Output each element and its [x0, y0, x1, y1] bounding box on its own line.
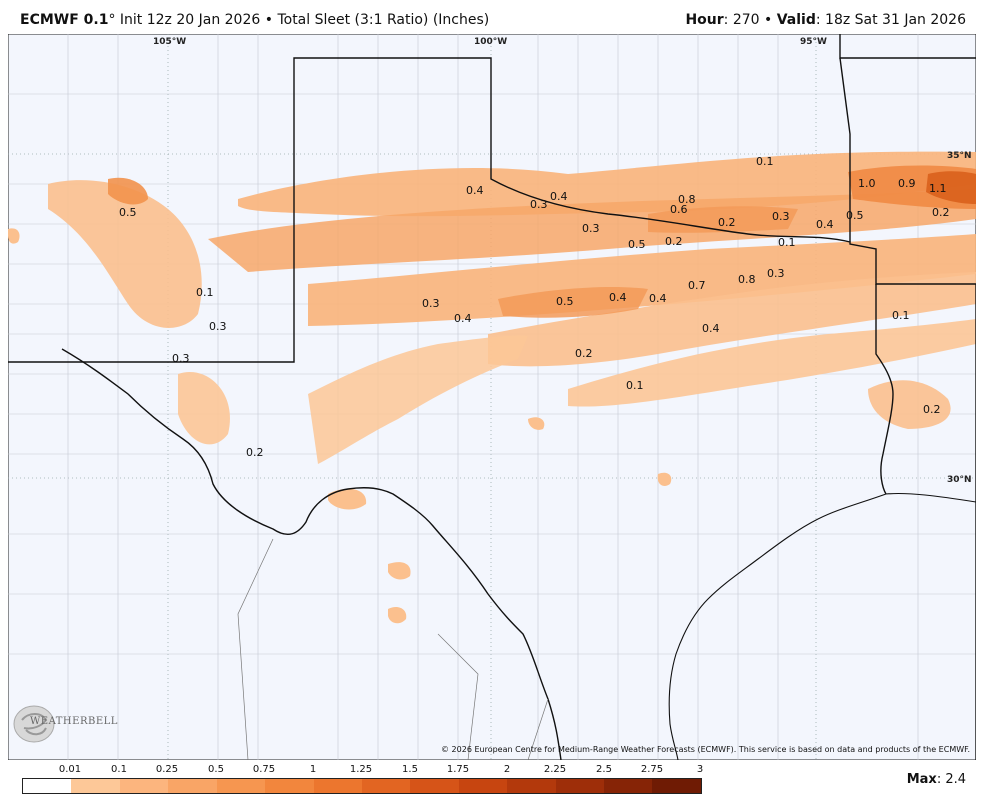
- value-label: 0.3: [209, 320, 227, 333]
- colorbar-ticks: 0.01 0.1 0.25 0.5 0.75 1 1.25 1.5 1.75 2…: [22, 764, 704, 778]
- value-label: 0.1: [196, 286, 214, 299]
- value-label: 0.4: [466, 184, 484, 197]
- value-label: 0.2: [718, 216, 736, 229]
- valid-value: : 18z Sat 31 Jan 2026: [815, 12, 966, 28]
- value-label: 0.1: [626, 379, 644, 392]
- value-label: 0.5: [556, 295, 574, 308]
- colorbar-tick: 2.5: [596, 764, 612, 775]
- colorbar-tick: 3: [696, 764, 704, 775]
- bullet-separator-2: •: [764, 12, 773, 28]
- colorbar-tick: 0.1: [111, 764, 127, 775]
- value-label: 0.7: [688, 279, 706, 292]
- value-label: 0.2: [923, 403, 941, 416]
- colorbar-tick: 2: [503, 764, 511, 775]
- lon-label-95: 95°W: [800, 37, 827, 47]
- max-value: : 2.4: [936, 772, 966, 787]
- sleet-value-labels: 0.1 0.4 0.3 0.4 0.8 0.6 0.2 0.3 0.4 0.5 …: [119, 155, 950, 459]
- map-canvas: 105°W 100°W 95°W 35°N 30°N 0.1 0.4 0.3 0…: [8, 34, 976, 760]
- colorbar: [22, 778, 702, 794]
- degree-symbol: °: [108, 12, 116, 28]
- value-label: 1.1: [929, 182, 947, 195]
- colorbar-segment: [555, 779, 605, 793]
- mexico-borders: [237, 538, 549, 760]
- colorbar-segment: [71, 779, 120, 793]
- value-label: 0.5: [846, 209, 864, 222]
- value-label: 0.4: [550, 190, 568, 203]
- colorbar-segment: [604, 779, 653, 793]
- max-value-readout: Max: 2.4: [907, 772, 966, 787]
- state-borders: [8, 34, 976, 760]
- colorbar-tick: 1: [309, 764, 317, 775]
- value-label: 0.4: [454, 312, 472, 325]
- value-label: 0.2: [575, 347, 593, 360]
- colorbar-tick: 0.75: [252, 764, 276, 775]
- value-label: 0.5: [628, 238, 646, 251]
- weatherbell-logo-icon: [13, 705, 55, 743]
- colorbar-tick: 1.5: [402, 764, 418, 775]
- colorbar-segment: [168, 779, 217, 793]
- colorbar-segment: [313, 779, 362, 793]
- value-label: 0.4: [702, 322, 720, 335]
- colorbar-segment: [410, 779, 459, 793]
- value-label: 0.3: [772, 210, 790, 223]
- value-label: 0.9: [898, 177, 916, 190]
- value-label: 0.3: [422, 297, 440, 310]
- hour-label: Hour: [685, 12, 724, 28]
- colorbar-segment: [458, 779, 508, 793]
- map-header: ECMWF 0.1° Init 12z 20 Jan 2026 • Total …: [0, 0, 984, 34]
- value-label: 1.0: [858, 177, 876, 190]
- copyright-notice: © 2026 European Centre for Medium-Range …: [441, 745, 970, 754]
- value-label: 0.3: [172, 352, 190, 365]
- sleet-map: 105°W 100°W 95°W 35°N 30°N 0.1 0.4 0.3 0…: [8, 34, 976, 760]
- coastline: [668, 492, 976, 760]
- colorbar-segment: [216, 779, 266, 793]
- logo-wordmark: WEATHERBELL: [30, 716, 118, 727]
- value-label: 0.1: [756, 155, 774, 168]
- colorbar-tick: 0.5: [208, 764, 224, 775]
- value-label: 0.2: [665, 235, 683, 248]
- colorbar-segment: [119, 779, 169, 793]
- colorbar-tick: 2.75: [640, 764, 664, 775]
- colorbar-tick: 2.25: [543, 764, 567, 775]
- lat-label-35: 35°N: [947, 151, 972, 161]
- hour-value: : 270: [723, 12, 760, 28]
- value-label: 0.8: [738, 273, 756, 286]
- bullet-separator: •: [264, 12, 273, 28]
- map-title: ECMWF 0.1° Init 12z 20 Jan 2026 • Total …: [20, 12, 489, 28]
- value-label: 0.4: [609, 291, 627, 304]
- valid-info: Hour: 270 • Valid: 18z Sat 31 Jan 2026: [685, 12, 966, 28]
- model-name: ECMWF 0.1: [20, 12, 109, 28]
- map-background: [8, 34, 976, 760]
- value-label: 0.8: [678, 193, 696, 206]
- colorbar-segment: [361, 779, 411, 793]
- value-label: 0.1: [892, 309, 910, 322]
- lon-label-100: 100°W: [474, 37, 507, 47]
- lat-label-30: 30°N: [947, 475, 972, 485]
- colorbar-segment: [23, 779, 72, 793]
- valid-label: Valid: [776, 12, 816, 28]
- value-label: 0.3: [767, 267, 785, 280]
- colorbar-tick: 0.25: [155, 764, 179, 775]
- value-label: 0.1: [778, 236, 796, 249]
- graticule-labels: 105°W 100°W 95°W 35°N 30°N: [153, 37, 972, 485]
- value-label: 0.3: [582, 222, 600, 235]
- sleet-bands: [8, 151, 976, 624]
- colorbar-segment: [652, 779, 701, 793]
- colorbar-tick: 1.25: [349, 764, 373, 775]
- colorbar-segment: [265, 779, 314, 793]
- value-label: 0.4: [649, 292, 667, 305]
- value-label: 0.3: [530, 198, 548, 211]
- value-label: 0.6: [670, 203, 688, 216]
- colorbar-tick: 0.01: [58, 764, 82, 775]
- colorbar-tick: 1.75: [446, 764, 470, 775]
- value-label: 0.5: [119, 206, 137, 219]
- product-name: Total Sleet (3:1 Ratio) (Inches): [277, 12, 490, 28]
- colorbar-segment: [507, 779, 556, 793]
- value-label: 0.2: [932, 206, 950, 219]
- init-time: Init 12z 20 Jan 2026: [119, 12, 261, 28]
- value-label: 0.2: [246, 446, 264, 459]
- max-label: Max: [906, 772, 937, 787]
- lon-label-105: 105°W: [153, 37, 186, 47]
- value-label: 0.4: [816, 218, 834, 231]
